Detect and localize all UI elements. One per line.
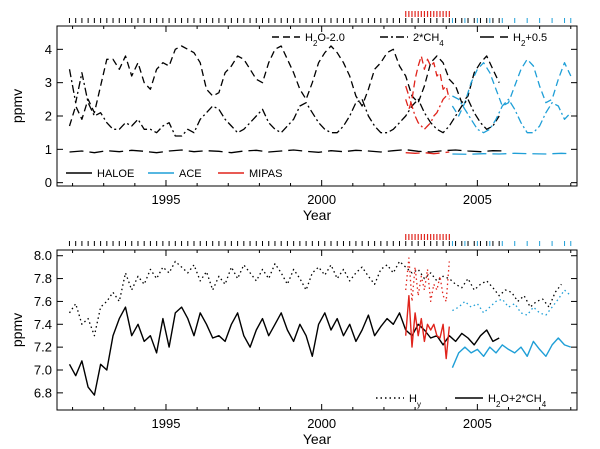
series-line-h2-mipas (405, 151, 450, 155)
x-tick-label: 1995 (152, 416, 181, 431)
series-line-h2-ace (452, 152, 571, 155)
legend-label: H2O+2*CH4 (488, 393, 547, 409)
plot-frame (56, 249, 578, 411)
x-axis-title: Year (303, 207, 332, 223)
coverage-strip (68, 234, 572, 246)
y-tick-label: 1 (45, 142, 52, 157)
y-tick-label: 2 (45, 109, 52, 124)
legend-label: H2+0.5 (513, 32, 547, 48)
x-tick-label: 2005 (463, 192, 492, 207)
series-legend: Hy H2O+2*CH4 (376, 393, 547, 409)
panel-top: 1995 2000 2005 0 1 2 3 4 Year ppmv H2O-2.0 2*CH4 H2+… (9, 11, 578, 223)
x-tick-label: 2000 (307, 416, 336, 431)
x-tick-label: 2000 (307, 192, 336, 207)
y-tick-label: 7.2 (34, 340, 52, 355)
y-tick-label: 7.0 (34, 363, 52, 378)
x-axis-title: Year (303, 431, 332, 447)
series-group (68, 257, 572, 396)
y-tick-label: 0 (45, 175, 52, 190)
legend-label-mipas: MIPAS (249, 168, 282, 180)
legend-label-haloe: HALOE (97, 168, 134, 180)
series-group (68, 45, 572, 155)
panel-bottom: 1995 2000 2005 6.8 7.0 7.2 7.4 7.6 7.8 8.0 Year ppm… (9, 234, 578, 447)
y-tick-label: 8.0 (34, 248, 52, 263)
series-line-ch4-ace (452, 95, 572, 134)
series-line-ch4-haloe (68, 69, 500, 137)
x-tick-label: 1995 (152, 192, 181, 207)
y-tick-label: 6.8 (34, 385, 52, 400)
y-axis-title: ppmv (9, 89, 25, 123)
y-tick-label: 7.4 (34, 317, 52, 332)
series-line-hy-mipas (405, 257, 450, 303)
series-line-ch4-mipas (405, 85, 450, 130)
series-line-h2o_2ch4-haloe (68, 306, 500, 396)
series-line-hy-haloe (68, 260, 562, 337)
y-tick-label: 3 (45, 75, 52, 90)
instrument-legend: HALOE ACE MIPAS (66, 168, 282, 180)
plot-frame (56, 25, 578, 187)
y-tick-label: 7.6 (34, 294, 52, 309)
coverage-strip (68, 11, 572, 23)
y-axis-title: ppmv (9, 313, 25, 347)
y-tick-label: 7.8 (34, 271, 52, 286)
series-legend: H2O-2.0 2*CH4 H2+0.5 (272, 32, 547, 48)
series-line-h2-haloe (69, 149, 506, 154)
series-line-h2o-mipas (405, 55, 450, 110)
legend-label: 2*CH4 (413, 32, 444, 48)
series-line-h2o_2ch4-ace (451, 337, 572, 368)
x-tick-label: 2005 (463, 416, 492, 431)
series-line-h2o-haloe (68, 45, 500, 127)
legend-label-ace: ACE (179, 168, 202, 180)
series-line-h2o_2ch4-mipas (405, 295, 450, 360)
legend-label: Hy (409, 393, 421, 409)
legend-label: H2O-2.0 (305, 32, 345, 48)
y-tick-label: 4 (45, 42, 52, 57)
series-line-hy-ace (452, 289, 572, 316)
series-line-h2o-ace (451, 58, 572, 117)
